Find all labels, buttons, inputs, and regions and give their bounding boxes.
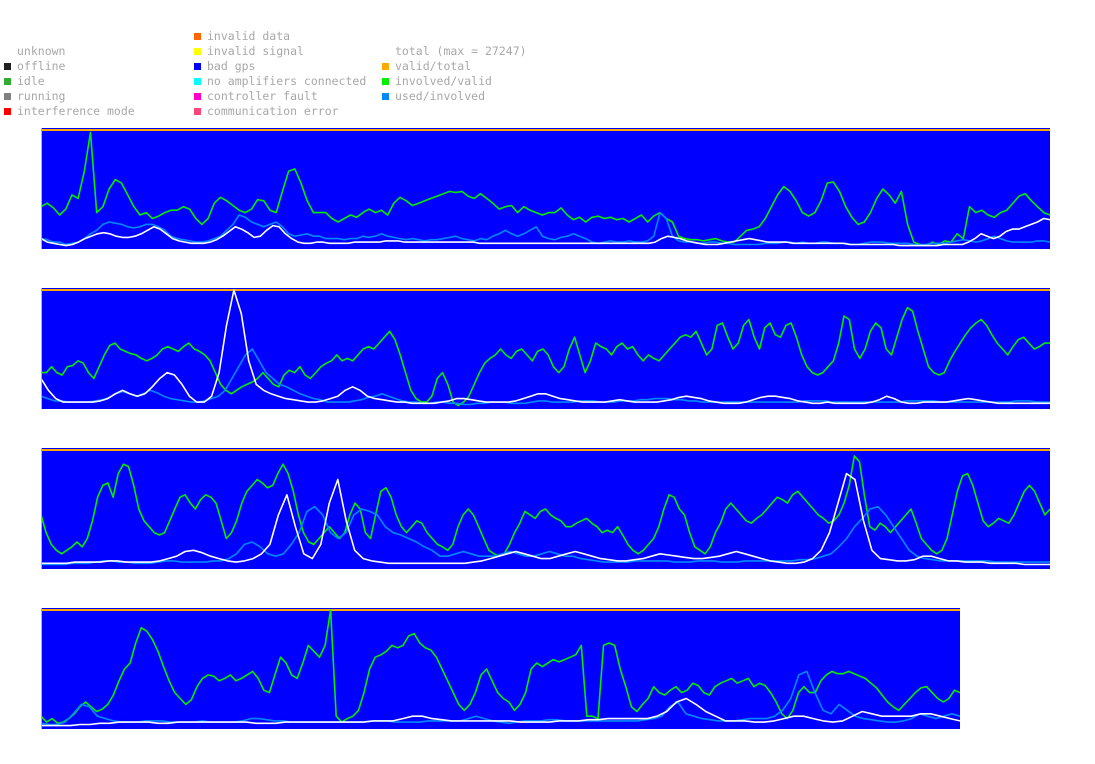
series-line-used-involved (41, 348, 1050, 406)
series-line-used-involved (41, 505, 1050, 566)
chart-strip-3 (41, 448, 1050, 569)
legend-label: interference mode (17, 104, 135, 118)
legend-label: offline (17, 59, 66, 73)
series-line-involved-valid (41, 609, 960, 725)
legend-label: communication error (207, 104, 339, 118)
legend-swatch (194, 33, 201, 40)
plot-background (41, 128, 1050, 249)
series-line-involved-valid (41, 131, 1050, 247)
legend-label: total (max = 27247) (395, 44, 527, 58)
plot-background (41, 288, 1050, 409)
legend-label: bad gps (207, 59, 256, 73)
legend-swatch (4, 63, 11, 70)
chart-strip-2 (41, 288, 1050, 409)
legend-swatch (194, 63, 201, 70)
legend-swatch (4, 93, 11, 100)
series-line-involved-valid (41, 455, 1050, 557)
series-line-involved-valid (41, 306, 1050, 407)
series-line-used-involved (41, 211, 1050, 246)
series-line-total (41, 697, 960, 727)
legend-swatch (4, 108, 11, 115)
legend-swatch (382, 78, 389, 85)
series-line-total (41, 217, 1050, 247)
legend-label: used/involved (395, 89, 486, 103)
legend-swatch (194, 108, 201, 115)
legend-label: idle (17, 74, 45, 88)
legend-label: running (17, 89, 66, 103)
legend-label: no amplifiers connected (207, 74, 367, 88)
legend-swatch (194, 78, 201, 85)
series-line-total (41, 289, 1050, 405)
legend-swatch (194, 93, 201, 100)
chart-strip-1 (41, 128, 1050, 249)
legend: unknown offline idle running interference mo… (0, 0, 1095, 125)
legend-swatch (382, 93, 389, 100)
chart-strip-4 (41, 608, 960, 729)
legend-swatch (194, 48, 201, 55)
legend-label: invalid data (207, 29, 291, 43)
series-line-total (41, 472, 1050, 566)
legend-label: valid/total (395, 59, 472, 73)
legend-swatch (382, 63, 389, 70)
legend-label: unknown (17, 44, 66, 58)
legend-label: invalid signal (207, 44, 304, 58)
legend-label: involved/valid (395, 74, 492, 88)
plot-background (41, 608, 960, 729)
legend-swatch (4, 78, 11, 85)
legend-label: controller fault (207, 89, 318, 103)
